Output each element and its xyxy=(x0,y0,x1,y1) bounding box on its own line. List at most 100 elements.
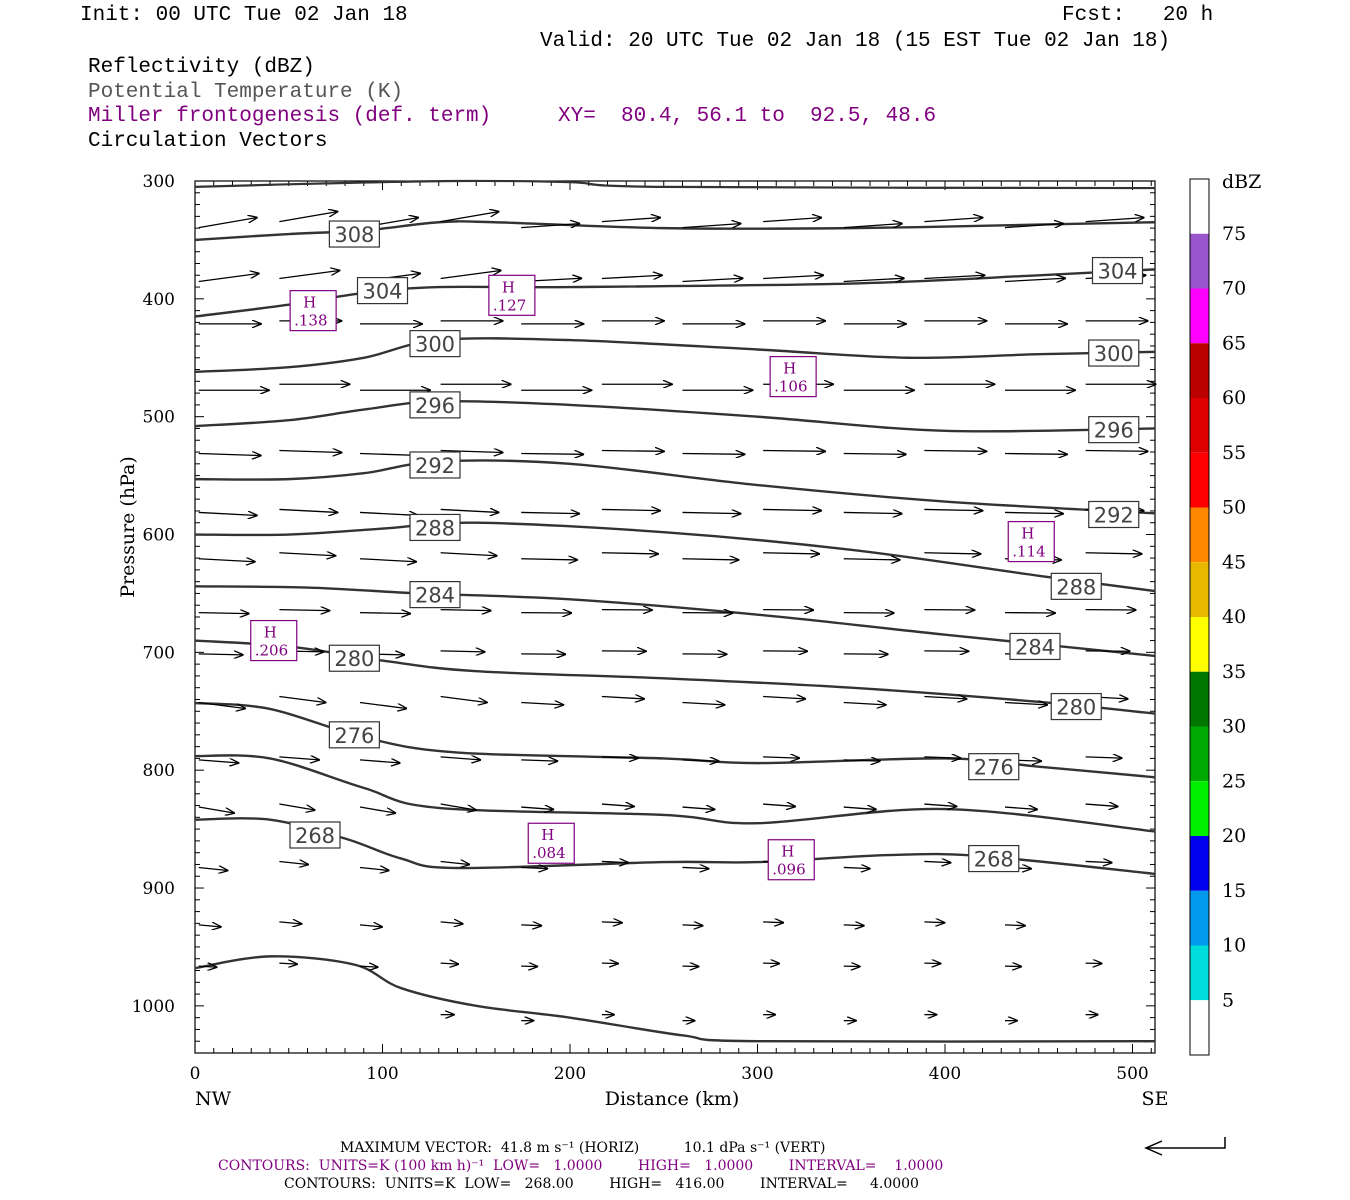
circulation-vector xyxy=(359,925,382,927)
legend-reflectivity: Reflectivity (dBZ) xyxy=(88,56,315,79)
isentrope-label: 292 xyxy=(1094,503,1134,527)
circulation-vector xyxy=(601,861,628,862)
circulation-vector xyxy=(440,451,503,453)
circulation-vector xyxy=(198,613,249,614)
circulation-vector xyxy=(198,966,217,967)
isentrope-line xyxy=(194,179,1156,190)
isentrope-label: 276 xyxy=(974,756,1014,780)
isentrope-label-box xyxy=(1050,572,1102,600)
colorbar-label: 35 xyxy=(1222,661,1246,683)
frontogenesis-max-box xyxy=(527,822,575,864)
circulation-vector xyxy=(279,695,325,702)
frontogenesis-max-label: H xyxy=(1021,525,1034,543)
circulation-vector xyxy=(440,651,485,652)
circulation-vector xyxy=(279,610,329,611)
circulation-vector xyxy=(440,963,459,964)
y-tick-label: 800 xyxy=(143,761,175,781)
circulation-vector xyxy=(843,278,904,281)
circulation-vector xyxy=(279,757,319,760)
circulation-vector xyxy=(843,807,876,809)
colorbar-label: 50 xyxy=(1222,497,1246,519)
colorbar-label: 70 xyxy=(1222,278,1246,300)
circulation-vector xyxy=(843,925,864,926)
circulation-vector xyxy=(1004,454,1067,455)
isentrope-label-box xyxy=(1050,692,1102,721)
isentrope-label: 288 xyxy=(415,516,455,540)
isentrope-label: 280 xyxy=(334,647,374,671)
circulation-vector xyxy=(440,695,487,702)
circulation-vector xyxy=(1085,451,1148,452)
isentrope-label-box xyxy=(328,644,380,672)
frontogenesis-max-box xyxy=(767,839,815,881)
x-tick-label: 500 xyxy=(1116,1064,1148,1084)
circulation-vector xyxy=(763,922,783,923)
circulation-vector xyxy=(601,218,660,223)
y-tick-label: 900 xyxy=(143,879,175,899)
frontogenesis-max-value: .096 xyxy=(772,861,805,879)
colorbar-label: 55 xyxy=(1222,442,1246,464)
circulation-vector xyxy=(682,224,741,229)
circulation-vector xyxy=(1085,861,1112,862)
circulation-vector xyxy=(682,807,715,809)
isentrope-label: 300 xyxy=(415,333,455,357)
circulation-vector xyxy=(601,757,638,758)
isentrope-label-box xyxy=(409,513,461,542)
frontogenesis-max-label: H xyxy=(783,360,796,378)
isentrope-line xyxy=(194,337,1156,374)
circulation-vector xyxy=(198,218,257,229)
colorbar-segment xyxy=(1190,233,1209,289)
circulation-vector xyxy=(198,925,221,927)
isentrope-label-box xyxy=(328,721,380,749)
colorbar-segment xyxy=(1190,726,1209,782)
circulation-vector xyxy=(843,512,902,513)
circulation-vector xyxy=(682,278,743,281)
isentrope-label: 288 xyxy=(1056,575,1096,599)
circulation-vector xyxy=(359,867,389,870)
isentrope-label: 284 xyxy=(1015,635,1055,659)
isentrope-label: 304 xyxy=(362,280,402,304)
circulation-vector xyxy=(682,867,709,868)
circulation-vector xyxy=(1004,807,1037,809)
colorbar-segment xyxy=(1190,890,1209,946)
colorbar-label: 25 xyxy=(1222,770,1246,792)
y-tick-label: 700 xyxy=(143,643,175,663)
circulation-vector xyxy=(198,512,257,515)
isentrope-label: 284 xyxy=(415,584,455,608)
circulation-vector xyxy=(682,512,741,513)
colorbar-segment xyxy=(1190,562,1209,617)
circulation-vector xyxy=(440,757,481,760)
init-time: Init: 00 UTC Tue 02 Jan 18 xyxy=(80,4,408,27)
circulation-vector xyxy=(279,451,341,453)
colorbar-label: 65 xyxy=(1222,332,1246,354)
circulation-vector xyxy=(359,806,395,813)
forecast-hour: Fcst: 20 h xyxy=(1062,4,1214,27)
circulation-vector xyxy=(1085,804,1118,806)
circulation-vectors xyxy=(198,212,1156,1021)
circulation-vector xyxy=(521,559,577,560)
circulation-vector xyxy=(440,861,470,864)
circulation-vector xyxy=(440,803,476,810)
circulation-vector xyxy=(279,212,337,223)
circulation-vector xyxy=(924,922,944,923)
x-tick-label: 0 xyxy=(190,1064,201,1084)
circulation-vector xyxy=(1004,224,1063,229)
colorbar-label: 30 xyxy=(1222,716,1246,738)
nw-end-label: NW xyxy=(195,1088,232,1110)
isentrope-line xyxy=(194,399,1156,433)
circulation-vector xyxy=(1085,218,1144,223)
circulation-vector xyxy=(521,867,547,868)
isentrope-line xyxy=(194,585,1156,658)
circulation-vector xyxy=(682,454,745,455)
frontogenesis-max-box xyxy=(289,290,337,332)
circulation-vector xyxy=(682,702,725,704)
y-axis-title: Pressure (hPa) xyxy=(117,456,139,598)
isentrope-label-box xyxy=(1091,256,1144,285)
circulation-vector xyxy=(601,553,658,554)
x-tick-label: 200 xyxy=(554,1064,586,1084)
circulation-vector xyxy=(924,451,986,452)
isentrope-label-box xyxy=(1088,339,1140,367)
circulation-vector xyxy=(924,696,966,698)
circulation-vector xyxy=(763,757,799,758)
isentrope-line xyxy=(194,955,1156,1043)
